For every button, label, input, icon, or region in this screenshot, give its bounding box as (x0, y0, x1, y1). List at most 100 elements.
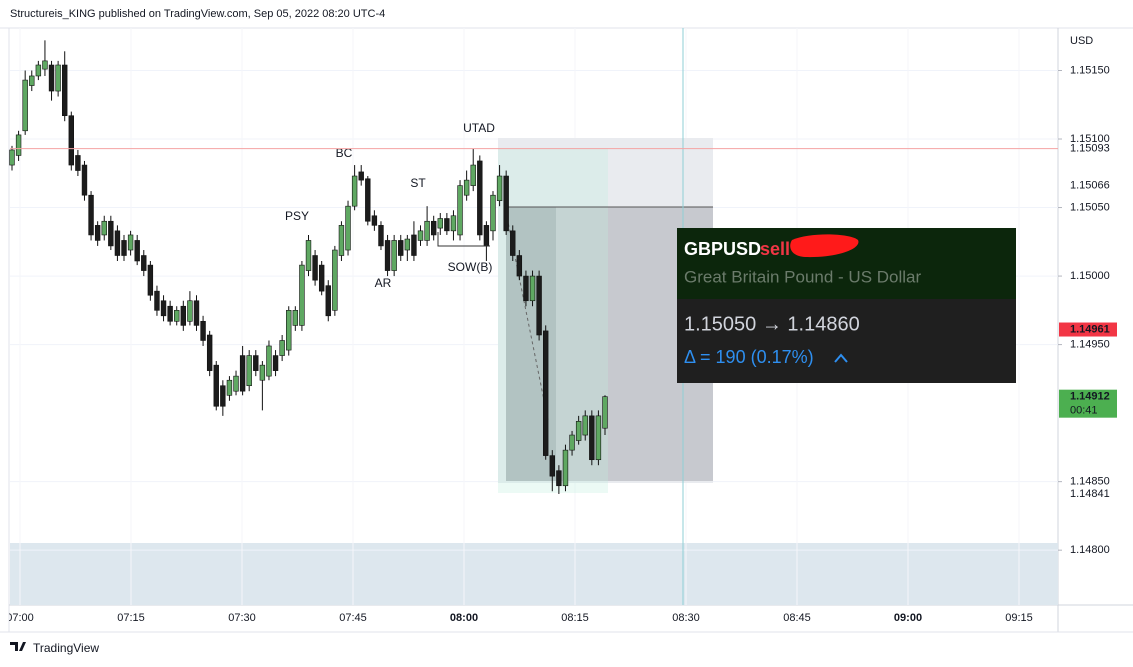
candle-body (444, 218, 450, 232)
candle-body (312, 255, 318, 281)
candle-body (121, 240, 127, 256)
x-tick-label: 09:15 (1005, 612, 1033, 624)
candle-body (569, 434, 575, 451)
candle-body (496, 175, 503, 201)
candle-body (147, 264, 154, 296)
candle-body (542, 330, 549, 456)
candle-body (94, 225, 101, 241)
candle-body (62, 64, 68, 117)
candle-body (114, 230, 121, 256)
x-tick-label: 09:00 (894, 612, 922, 624)
candle-body (358, 171, 364, 181)
candle-body (503, 175, 509, 232)
candle-body (220, 385, 226, 407)
candle-body (338, 225, 345, 256)
x-tick-label: 08:15 (561, 612, 589, 624)
candle-body (417, 230, 424, 241)
x-tick-label: 07:00 (6, 612, 34, 624)
footer: TradingView (33, 641, 99, 655)
candle-body (345, 205, 351, 251)
candle-body (233, 375, 239, 392)
annotation: PSY (285, 209, 309, 223)
candle-body (22, 79, 28, 132)
price-marker-box (1059, 322, 1117, 337)
y-tick-label: 1.15100 (1070, 133, 1110, 145)
candle-body (463, 179, 470, 196)
candle-body (68, 115, 75, 166)
candle-body (141, 255, 147, 271)
candle-body (536, 275, 542, 336)
candle-body (602, 396, 608, 429)
horizontal-line-label: 1.15093 (1070, 143, 1110, 155)
candle-body (450, 215, 457, 232)
candle-body (430, 220, 437, 236)
candle-body (279, 340, 285, 356)
candle-body (108, 220, 114, 247)
candle-body (81, 164, 88, 196)
info-delta: Δ = 190 (0.17%) (684, 347, 814, 367)
candle-body (29, 75, 35, 86)
info-description: Great Britain Pound - US Dollar (684, 267, 921, 286)
candle-body (556, 470, 562, 487)
footer-logo: TradingView (10, 641, 99, 655)
x-tick-label: 07:45 (339, 612, 367, 624)
candles (9, 40, 608, 494)
annotation: BC (336, 146, 353, 160)
candle-body (378, 225, 384, 247)
y-tick-label: 1.14800 (1070, 544, 1110, 556)
path-line (505, 211, 549, 421)
x-tick-label: 08:45 (783, 612, 811, 624)
candle-body (305, 240, 312, 271)
candle-body (154, 290, 160, 311)
candle-body (272, 355, 279, 371)
candle-body (180, 305, 187, 326)
candle-body (226, 379, 233, 396)
annotation: UTAD (463, 121, 495, 135)
info-box: GBPUSD sell Great Britain Pound - US Dol… (677, 228, 1016, 383)
candle-body (351, 175, 358, 207)
candle-body (523, 275, 529, 302)
candle-body (9, 149, 15, 166)
candle-body (582, 415, 588, 436)
x-tick-label: 08:30 (672, 612, 700, 624)
candle-body (48, 64, 55, 92)
candle-body (206, 334, 213, 371)
candle-body (424, 220, 430, 241)
candle-body (549, 455, 555, 477)
info-side: sell (760, 239, 790, 259)
candle-body (15, 134, 22, 156)
info-box-body (677, 299, 1016, 383)
candle-body (437, 218, 443, 229)
time-axis: 07:00 07:15 07:30 07:45 08:00 08:15 08:30 08:45… (6, 612, 1033, 624)
wyckoff-annotations: PSY BC ST UTAD AR SOW(B) (285, 121, 495, 290)
candle-body (200, 320, 206, 341)
candle-body (318, 264, 325, 292)
candle-body (575, 421, 582, 441)
candle-body (477, 160, 483, 236)
axes: 1.15150 1.15100 1.15050 1.15000 1.14950 1.148… (6, 64, 1117, 624)
candle-body (187, 300, 193, 322)
candle-body (101, 220, 107, 236)
x-tick-label: 07:15 (117, 612, 145, 624)
price-marker-label: 1.15066 (1070, 180, 1110, 192)
candle-body (365, 178, 371, 222)
candle-body (174, 310, 180, 322)
price-marker-label: 1.14912 (1070, 391, 1110, 403)
candle-body (470, 164, 476, 186)
candle-body (411, 234, 417, 256)
candle-body (404, 238, 411, 251)
x-tick-label: 07:30 (228, 612, 256, 624)
currency-label: USD (1070, 35, 1093, 47)
candle-body (562, 449, 569, 487)
candle-body (529, 275, 536, 302)
candle-body (213, 364, 219, 407)
candle-body (35, 64, 42, 77)
candle-body (167, 305, 173, 322)
candle-body (516, 255, 523, 277)
y-tick-label: 1.15000 (1070, 270, 1110, 282)
candle-body (134, 240, 140, 262)
x-tick-label: 08:00 (450, 612, 478, 624)
price-marker-label: 1.14841 (1070, 488, 1110, 500)
y-tick-label: 1.14950 (1070, 339, 1110, 351)
